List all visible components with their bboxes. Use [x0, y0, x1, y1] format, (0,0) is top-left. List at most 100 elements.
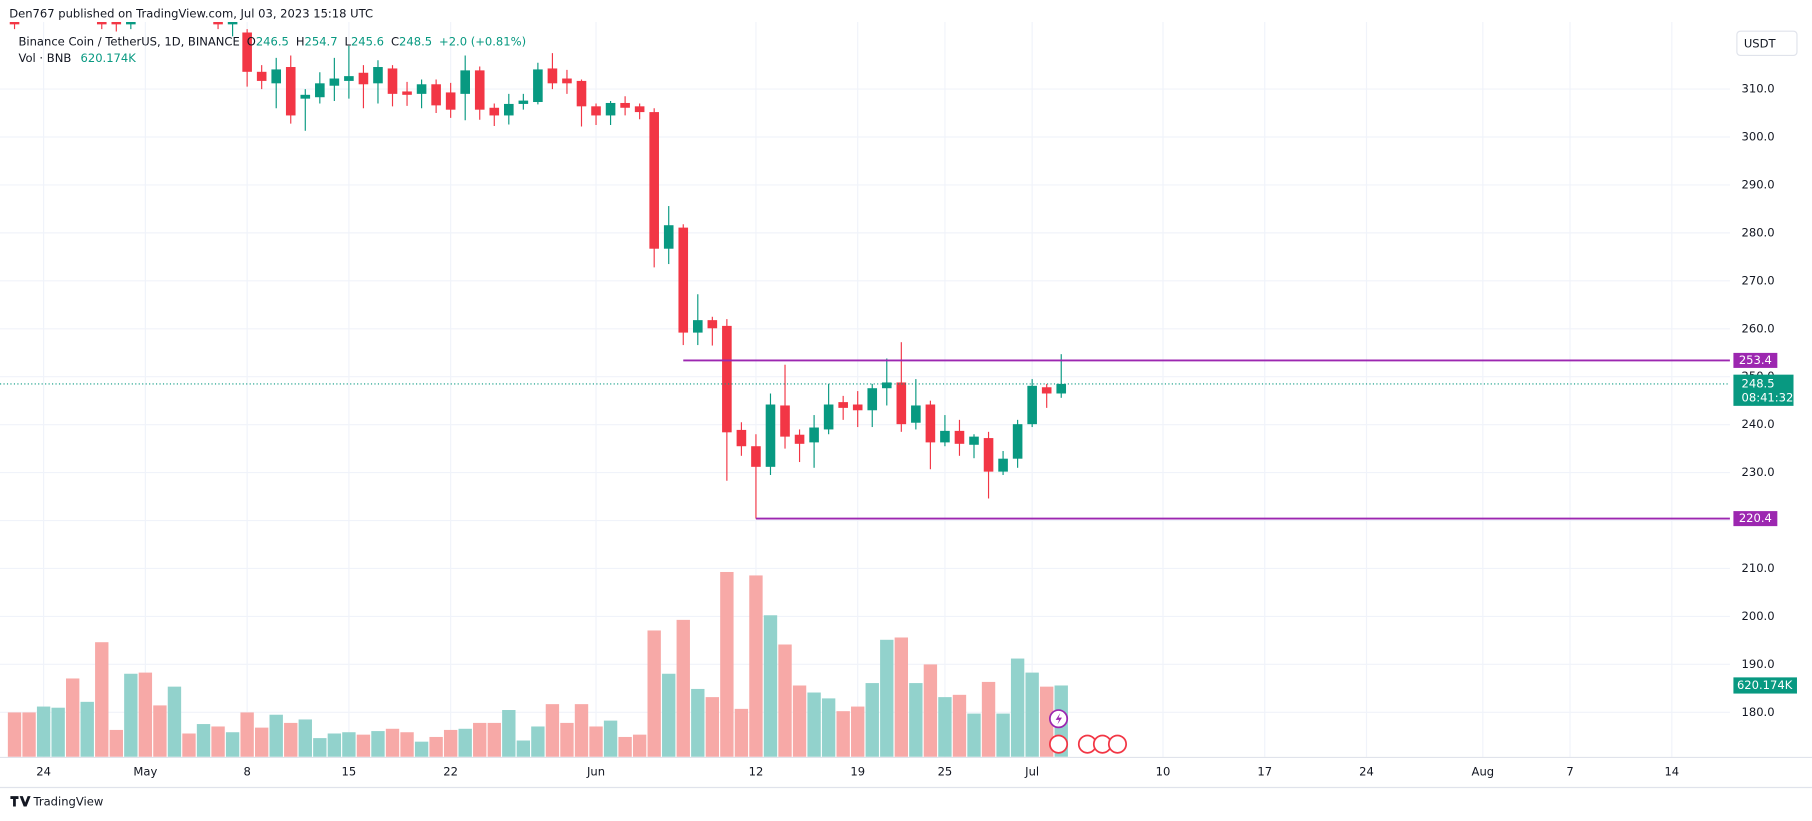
volume-bar: [938, 697, 952, 757]
candle-body: [9, 21, 20, 25]
symbol-legend: Binance Coin / TetherUS, 1D, BINANCE O246…: [18, 34, 526, 48]
volume-bar: [880, 639, 894, 757]
ohlc-prefix: C: [391, 34, 399, 48]
volume-bar: [516, 740, 531, 757]
candle-body: [518, 100, 529, 104]
event-icon[interactable]: [1107, 734, 1128, 754]
volume-bar: [95, 642, 109, 757]
volume-bar: [865, 683, 879, 757]
event-icons: [1049, 709, 1128, 754]
event-icon[interactable]: [1049, 734, 1069, 754]
volume-bar: [574, 704, 589, 757]
volume-bar: [429, 736, 443, 757]
volume-bar: [414, 741, 429, 757]
x-tick-label: Aug: [1472, 764, 1495, 778]
candle-body: [823, 404, 834, 430]
change: +2.0 (+0.81%): [439, 34, 526, 48]
volume-bar: [225, 732, 240, 757]
candle-body: [692, 320, 703, 333]
volume-bar: [560, 722, 574, 757]
candle-body: [315, 83, 325, 98]
y-tick-label: 310.0: [1742, 82, 1775, 96]
volume-bar: [458, 728, 472, 757]
volume-bar: [967, 713, 981, 757]
candle-body: [285, 67, 296, 116]
volume-bar: [894, 637, 909, 757]
volume-legend: Vol · BNB 620.174K: [18, 50, 136, 64]
volume-bar: [356, 734, 371, 757]
volume-bar: [662, 673, 676, 757]
volume-bar: [36, 706, 51, 757]
candle-body: [1027, 385, 1037, 425]
x-tick-label: 25: [938, 764, 953, 778]
candle-body: [256, 71, 267, 81]
footer-brand: TradingView: [33, 794, 104, 808]
volume-bar: [734, 708, 749, 757]
level-label: 253.4: [1739, 353, 1772, 367]
candle-body: [213, 21, 223, 25]
candle-body: [242, 32, 252, 72]
volume-bar: [7, 712, 22, 757]
candle-body: [649, 112, 659, 249]
candle-body: [881, 382, 892, 389]
candle-body: [96, 21, 107, 25]
candle-body: [329, 78, 340, 86]
candle-body: [1012, 424, 1023, 459]
volume-bar: [473, 722, 487, 757]
candle-body: [111, 21, 122, 25]
ohlc-value: 245.6: [351, 34, 384, 48]
candle-body: [547, 68, 558, 84]
volume-bar: [589, 726, 603, 757]
volume-bar: [153, 705, 167, 757]
currency-box[interactable]: [1736, 30, 1798, 57]
volume-bar: [676, 619, 690, 757]
y-tick-label: 300.0: [1742, 130, 1775, 144]
x-tick-label: 15: [342, 764, 357, 778]
volume-bar: [1025, 672, 1039, 757]
candle-body: [1041, 387, 1052, 394]
candle-body: [867, 388, 878, 411]
volume-bar: [342, 732, 356, 757]
volume-bar: [284, 722, 298, 757]
grid: [0, 21, 1730, 757]
candle-body: [445, 92, 456, 110]
x-tick-label: 8: [243, 764, 250, 778]
price-label: 248.5: [1742, 376, 1775, 390]
volume-bar: [763, 615, 778, 757]
volume-bar: [1040, 686, 1054, 757]
candle-body: [431, 84, 441, 106]
candle-body: [983, 438, 994, 472]
volume-bar: [211, 726, 225, 757]
candle-body: [911, 405, 921, 423]
ohlc-prefix: O: [247, 34, 256, 48]
level-label-box: [1733, 352, 1778, 368]
candle-body: [227, 21, 238, 25]
volume-bar: [443, 729, 458, 757]
volume-bar: [254, 727, 269, 757]
ohlc-value: 254.7: [305, 34, 338, 48]
volume-bar: [952, 694, 967, 757]
ohlc-value: 248.5: [399, 34, 432, 48]
volume-bar: [632, 734, 647, 757]
volume-bar: [313, 738, 327, 757]
x-tick-label: Jun: [586, 764, 605, 778]
y-tick-label: 240.0: [1742, 417, 1775, 431]
volume-bar: [705, 697, 720, 757]
plot-area: [0, 21, 1730, 757]
event-icon-glyph: [1055, 712, 1063, 725]
candle-body: [576, 80, 587, 107]
price-box: [1733, 374, 1794, 406]
y-tick-label: 190.0: [1742, 657, 1775, 671]
volume-bar: [138, 672, 153, 757]
y-tick-label: 270.0: [1742, 273, 1775, 287]
volume-bar: [167, 686, 182, 757]
y-tick-label: 230.0: [1742, 465, 1775, 479]
volume-bar: [385, 728, 400, 757]
volume-bar: [80, 701, 94, 757]
y-tick-label: 260.0: [1742, 321, 1775, 335]
ohlc-value: 246.5: [256, 34, 289, 48]
candle-body: [474, 70, 485, 110]
volume-bar: [792, 685, 807, 757]
logo-mark: [10, 796, 31, 807]
